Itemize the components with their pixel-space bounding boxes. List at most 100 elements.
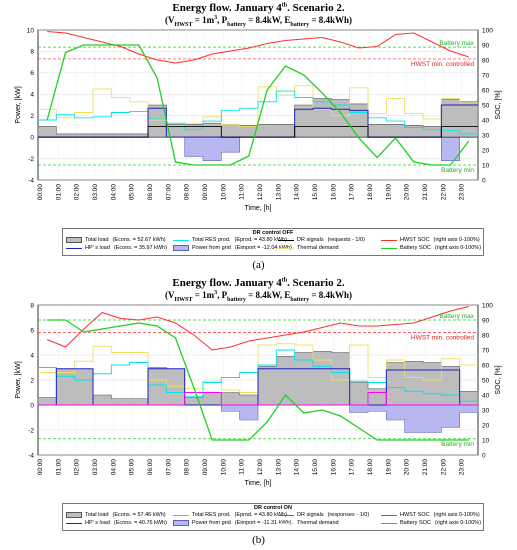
y2-tick-label: 30 bbox=[482, 407, 490, 414]
x-tick-label: 07:00 bbox=[165, 459, 172, 476]
x-tick-label: 12:00 bbox=[257, 459, 264, 476]
x-tick-label: 15:00 bbox=[312, 184, 319, 201]
battery-max-label: Battery max bbox=[439, 40, 474, 47]
y-tick-label: 10 bbox=[27, 27, 35, 34]
x-tick-label: 19:00 bbox=[385, 184, 392, 201]
x-tick-label: 16:00 bbox=[330, 184, 337, 201]
total-res-production-line bbox=[38, 90, 478, 135]
y-tick-label: 6 bbox=[30, 327, 34, 334]
thermal-demand-line bbox=[38, 343, 478, 393]
legend-swatch bbox=[66, 237, 82, 243]
legend-note: (Eimport = -12.04 kWh) bbox=[234, 245, 292, 251]
y2-tick-label: 80 bbox=[482, 57, 490, 64]
panel-label: (b) bbox=[252, 534, 265, 546]
y-tick-label: 2 bbox=[30, 113, 34, 120]
legend-swatch bbox=[278, 247, 294, 249]
x-tick-label: 09:00 bbox=[202, 184, 209, 201]
y2-tick-label: 50 bbox=[482, 102, 490, 109]
x-axis-label: Time, [h] bbox=[245, 480, 272, 487]
x-tick-label: 05:00 bbox=[129, 184, 136, 201]
x-tick-label: 07:00 bbox=[165, 184, 172, 201]
legend-note: (Econs. = 52.67 kWh) bbox=[112, 237, 166, 243]
legend-item: HWST SOC (right axis 0-100%) bbox=[381, 512, 480, 518]
legend-label: Total load bbox=[85, 237, 109, 243]
y2-tick-label: 40 bbox=[482, 117, 490, 124]
x-tick-label: 00:00 bbox=[37, 184, 44, 201]
legend-item: DR signals (requests - 1/0) bbox=[278, 237, 365, 243]
y2-tick-label: 50 bbox=[482, 377, 490, 384]
dr-signals-line bbox=[38, 125, 478, 138]
legend-item: HP' s load (Econs. = 35.97 kWh) bbox=[66, 245, 167, 251]
x-tick-label: 11:00 bbox=[239, 184, 246, 200]
legend-item: Thermal demand bbox=[278, 520, 343, 526]
legend-label: Thermal demand bbox=[297, 245, 339, 251]
x-tick-label: 04:00 bbox=[110, 184, 117, 201]
x-tick-label: 13:00 bbox=[275, 459, 282, 476]
chart-legend: DR control OFF Total load (Econs. = 52.67… bbox=[62, 228, 484, 256]
battery-max-label: Battery max bbox=[439, 313, 474, 320]
x-tick-label: 01:00 bbox=[55, 459, 62, 476]
legend-swatch bbox=[173, 520, 189, 526]
x-tick-label: 13:00 bbox=[275, 184, 282, 201]
legend-item: Total load (Econs. = 57.46 kWh) bbox=[66, 512, 166, 518]
hwst-soc-line bbox=[46, 306, 469, 351]
y2-tick-label: 90 bbox=[482, 42, 490, 49]
x-tick-label: 23:00 bbox=[459, 459, 466, 476]
legend-item: Battery SOC (right axis 0-100%) bbox=[381, 520, 481, 526]
legend-item: HWST SOC (right axis 0-100%) bbox=[381, 237, 480, 243]
legend-swatch bbox=[173, 239, 189, 241]
x-tick-label: 20:00 bbox=[404, 184, 411, 201]
legend-swatch bbox=[66, 522, 82, 524]
x-tick-label: 03:00 bbox=[92, 184, 99, 201]
y-tick-label: 4 bbox=[30, 92, 34, 99]
y2-tick-label: 10 bbox=[482, 162, 490, 169]
chart-subtitle: (VHWST = 1m3, Pbattery = 8.4kW, Ebattery… bbox=[165, 15, 352, 28]
y2-tick-label: 90 bbox=[482, 317, 490, 324]
legend-label: Total load bbox=[85, 512, 109, 518]
legend-item: Battery SOC (right axis 0-100%) bbox=[381, 245, 481, 251]
battery-min-label: Battery min bbox=[441, 441, 474, 448]
x-tick-label: 14:00 bbox=[294, 459, 301, 476]
legend-item: Power from grid (Eimport = -12.04 kWh) bbox=[173, 245, 292, 251]
y2-tick-label: 10 bbox=[482, 437, 490, 444]
x-tick-label: 03:00 bbox=[92, 459, 99, 476]
x-tick-label: 17:00 bbox=[349, 459, 356, 476]
y2-tick-label: 0 bbox=[482, 177, 486, 184]
y-tick-label: 4 bbox=[30, 352, 34, 359]
hwst-min-label: HWST min. controlled bbox=[411, 61, 474, 68]
y2-axis-label: SOC, [%] bbox=[495, 365, 502, 394]
legend-item: Power from grid (Eimport = -11.31 kWh) bbox=[173, 520, 291, 526]
x-tick-label: 14:00 bbox=[294, 184, 301, 201]
chart-title: Energy flow. January 4th. Scenario 2. bbox=[172, 2, 345, 14]
y2-axis-label: SOC, [%] bbox=[495, 90, 502, 119]
legend-note: (right axis 0-100%) bbox=[433, 512, 480, 518]
dr-signals-line bbox=[38, 392, 478, 406]
legend-label: Battery SOC bbox=[400, 520, 431, 526]
panel-a: Energy flow. January 4th. Scenario 2. (V… bbox=[15, 2, 502, 271]
legend-swatch bbox=[381, 239, 397, 241]
legend-title: DR control OFF bbox=[252, 230, 294, 236]
legend-item: Total RES prod. (Eprod. = 43.80 kWh) bbox=[173, 237, 287, 243]
legend-swatch bbox=[278, 239, 294, 241]
y2-tick-label: 60 bbox=[482, 87, 490, 94]
y-axis-label: Power, [kW] bbox=[15, 361, 22, 398]
legend-item: Total RES prod. (Eprod. = 43.80 kWh) bbox=[173, 512, 287, 518]
legend-label: HWST SOC bbox=[400, 237, 430, 243]
legend-item: DR signals (responses - 1/0) bbox=[278, 512, 369, 518]
x-tick-label: 02:00 bbox=[74, 459, 81, 476]
x-tick-label: 12:00 bbox=[257, 184, 264, 201]
legend-item: HP' s load (Econs. = 40.76 kWh) bbox=[66, 520, 167, 526]
legend-note: (right axis 0-100%) bbox=[434, 520, 482, 526]
x-tick-label: 22:00 bbox=[440, 184, 447, 201]
legend-swatch bbox=[278, 522, 294, 524]
x-tick-label: 10:00 bbox=[220, 184, 227, 201]
y2-tick-label: 30 bbox=[482, 132, 490, 139]
legend-label: Battery SOC bbox=[400, 245, 431, 251]
x-tick-label: 05:00 bbox=[129, 459, 136, 476]
y-tick-label: -2 bbox=[28, 156, 34, 163]
legend-note: (Econs. = 35.97 kWh) bbox=[113, 245, 167, 251]
legend-label: HP' s load bbox=[85, 245, 110, 251]
legend-swatch bbox=[173, 245, 189, 251]
chart-subtitle: (VHWST = 1m3, Pbattery = 8.4kW, Ebattery… bbox=[165, 290, 352, 303]
